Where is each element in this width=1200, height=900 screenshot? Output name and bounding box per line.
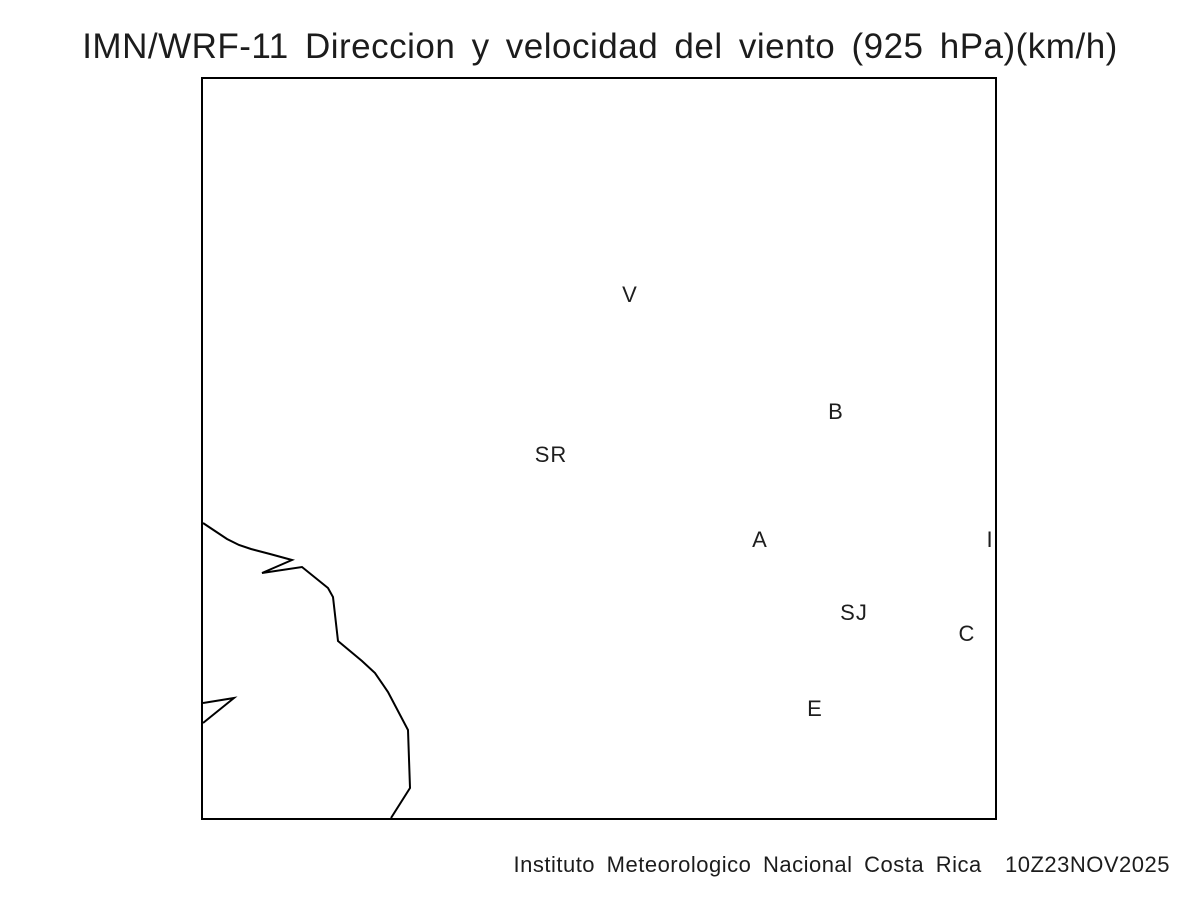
station-label-I: I: [986, 527, 994, 552]
station-label-V: V: [622, 282, 638, 307]
chart-title: IMN/WRF-11 Direccion y velocidad del vie…: [82, 27, 1118, 66]
station-label-C: C: [958, 621, 976, 646]
station-label-E: E: [807, 696, 823, 721]
station-label-SJ: SJ: [840, 600, 868, 625]
map-plot-area: V B SR A I SJ C E: [201, 77, 997, 820]
main-coastline: [203, 522, 412, 818]
station-label-B: B: [828, 399, 844, 424]
station-label-A: A: [752, 527, 768, 552]
station-label-SR: SR: [534, 442, 568, 467]
coastline-layer: [203, 522, 412, 818]
small-peninsula: [203, 696, 238, 724]
footer-caption: Instituto Meteorologico Nacional Costa R…: [513, 852, 1170, 877]
